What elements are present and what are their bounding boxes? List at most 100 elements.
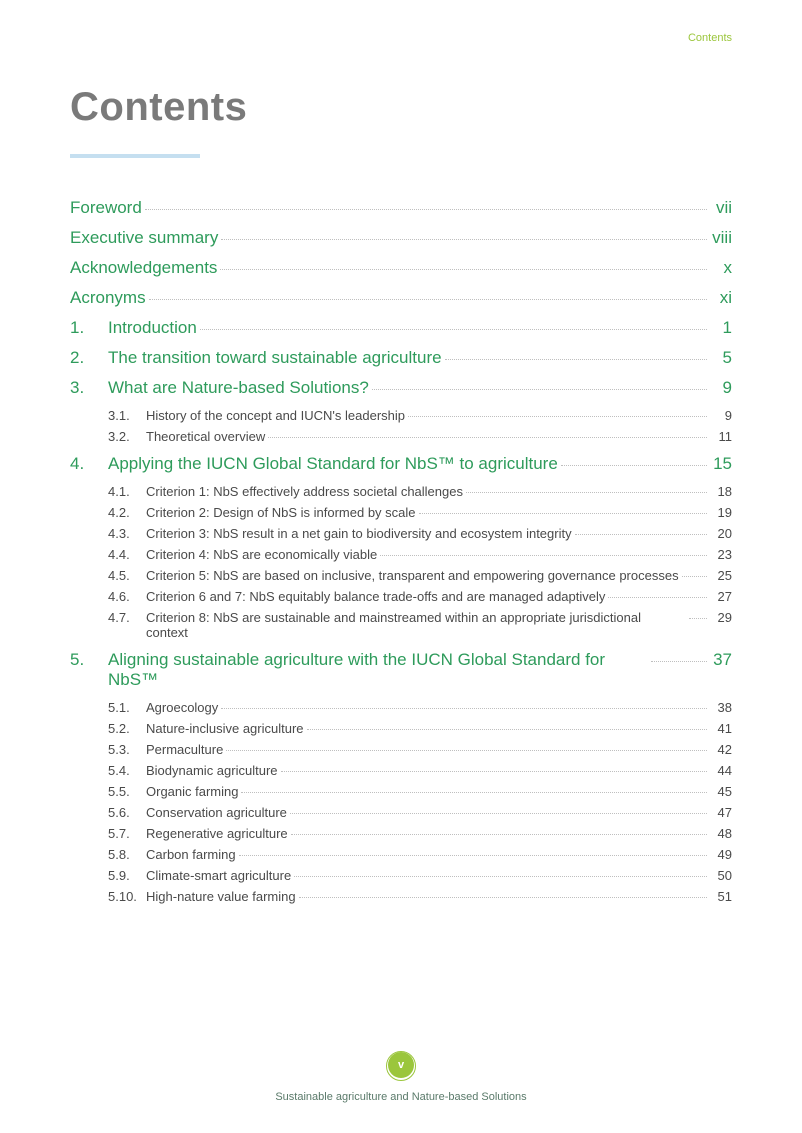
toc-label: Acronyms bbox=[70, 288, 146, 308]
toc-leader-dots bbox=[145, 209, 707, 210]
toc-row[interactable]: 5.6.Conservation agriculture 47 bbox=[70, 805, 732, 820]
toc-number: 5.3. bbox=[108, 742, 146, 757]
header-label: Contents bbox=[688, 32, 732, 44]
toc-leader-dots bbox=[651, 661, 707, 662]
toc-number: 5. bbox=[70, 650, 108, 670]
toc-page: 27 bbox=[710, 589, 732, 604]
toc-row[interactable]: 5.7.Regenerative agriculture48 bbox=[70, 826, 732, 841]
toc-row[interactable]: 5.4.Biodynamic agriculture44 bbox=[70, 763, 732, 778]
toc-row[interactable]: Acronyms xi bbox=[70, 288, 732, 308]
toc-leader-dots bbox=[307, 729, 707, 730]
toc-label: Applying the IUCN Global Standard for Nb… bbox=[108, 454, 558, 474]
toc-page: 47 bbox=[710, 805, 732, 820]
toc-leader-dots bbox=[689, 618, 707, 619]
toc-page: 25 bbox=[710, 568, 732, 583]
toc-row[interactable]: 4.1.Criterion 1: NbS effectively address… bbox=[70, 484, 732, 499]
toc-leader-dots bbox=[682, 576, 707, 577]
toc-page: 11 bbox=[710, 429, 732, 444]
toc-row[interactable]: 4.Applying the IUCN Global Standard for … bbox=[70, 454, 732, 474]
toc-number: 4.6. bbox=[108, 589, 146, 604]
toc-page: 18 bbox=[710, 484, 732, 499]
toc-row[interactable]: 2.The transition toward sustainable agri… bbox=[70, 348, 732, 368]
toc-leader-dots bbox=[380, 555, 707, 556]
toc-page: 29 bbox=[710, 610, 732, 625]
toc-leader-dots bbox=[608, 597, 707, 598]
page-number-roman: v bbox=[398, 1059, 404, 1071]
toc-number: 5.1. bbox=[108, 700, 146, 715]
toc-number: 4.4. bbox=[108, 547, 146, 562]
toc-label: History of the concept and IUCN's leader… bbox=[146, 408, 405, 423]
toc-leader-dots bbox=[221, 708, 707, 709]
toc-row[interactable]: 5.8.Carbon farming 49 bbox=[70, 847, 732, 862]
toc-number: 4.5. bbox=[108, 568, 146, 583]
toc-label: Biodynamic agriculture bbox=[146, 763, 278, 778]
toc-label: Introduction bbox=[108, 318, 197, 338]
toc-label: Acknowledgements bbox=[70, 258, 217, 278]
toc-row[interactable]: 1.Introduction1 bbox=[70, 318, 732, 338]
toc-number: 4.3. bbox=[108, 526, 146, 541]
toc-row[interactable]: 3.1.History of the concept and IUCN's le… bbox=[70, 408, 732, 423]
toc-page: 5 bbox=[710, 348, 732, 368]
toc-row[interactable]: Executive summary viii bbox=[70, 228, 732, 248]
toc-number: 5.4. bbox=[108, 763, 146, 778]
toc-label: Organic farming bbox=[146, 784, 238, 799]
toc-leader-dots bbox=[419, 513, 707, 514]
toc-label: The transition toward sustainable agricu… bbox=[108, 348, 442, 368]
toc-row[interactable]: 5.10.High-nature value farming51 bbox=[70, 889, 732, 904]
page-badge: v bbox=[386, 1051, 416, 1081]
toc-label: Conservation agriculture bbox=[146, 805, 287, 820]
toc-row[interactable]: Forewordvii bbox=[70, 198, 732, 218]
toc-row[interactable]: 4.7.Criterion 8: NbS are sustainable and… bbox=[70, 610, 732, 640]
toc-number: 5.6. bbox=[108, 805, 146, 820]
toc-number: 3. bbox=[70, 378, 108, 398]
badge-circle: v bbox=[388, 1052, 414, 1078]
toc-number: 2. bbox=[70, 348, 108, 368]
toc-number: 5.10. bbox=[108, 889, 146, 904]
page-footer: v Sustainable agriculture and Nature-bas… bbox=[0, 1051, 802, 1103]
toc-leader-dots bbox=[149, 299, 707, 300]
toc-row[interactable]: 4.4.Criterion 4: NbS are economically vi… bbox=[70, 547, 732, 562]
toc-row[interactable]: 4.3.Criterion 3: NbS result in a net gai… bbox=[70, 526, 732, 541]
toc-leader-dots bbox=[575, 534, 707, 535]
toc-leader-dots bbox=[281, 771, 707, 772]
toc-leader-dots bbox=[221, 239, 707, 240]
toc-label: Carbon farming bbox=[146, 847, 236, 862]
toc-page: 9 bbox=[710, 378, 732, 398]
toc-leader-dots bbox=[268, 437, 707, 438]
toc-page: 23 bbox=[710, 547, 732, 562]
toc-leader-dots bbox=[294, 876, 707, 877]
toc-page: 38 bbox=[710, 700, 732, 715]
toc-number: 5.5. bbox=[108, 784, 146, 799]
toc-label: What are Nature-based Solutions? bbox=[108, 378, 369, 398]
toc-label: Criterion 6 and 7: NbS equitably balance… bbox=[146, 589, 605, 604]
toc-row[interactable]: 5.9.Climate-smart agriculture50 bbox=[70, 868, 732, 883]
toc-page: 41 bbox=[710, 721, 732, 736]
toc-page: 49 bbox=[710, 847, 732, 862]
toc-page: 1 bbox=[710, 318, 732, 338]
toc-leader-dots bbox=[372, 389, 707, 390]
toc-leader-dots bbox=[291, 834, 707, 835]
toc-page: vii bbox=[710, 198, 732, 218]
toc-page: 45 bbox=[710, 784, 732, 799]
toc-page: x bbox=[710, 258, 732, 278]
toc-number: 5.8. bbox=[108, 847, 146, 862]
toc-row[interactable]: 4.6.Criterion 6 and 7: NbS equitably bal… bbox=[70, 589, 732, 604]
toc-row[interactable]: 3.What are Nature-based Solutions? 9 bbox=[70, 378, 732, 398]
toc-row[interactable]: 4.2.Criterion 2: Design of NbS is inform… bbox=[70, 505, 732, 520]
toc-label: Criterion 2: Design of NbS is informed b… bbox=[146, 505, 416, 520]
toc-label: High-nature value farming bbox=[146, 889, 296, 904]
toc-row[interactable]: 5.Aligning sustainable agriculture with … bbox=[70, 650, 732, 690]
toc-number: 5.7. bbox=[108, 826, 146, 841]
toc-label: Executive summary bbox=[70, 228, 218, 248]
toc-row[interactable]: Acknowledgements x bbox=[70, 258, 732, 278]
toc-row[interactable]: 4.5.Criterion 5: NbS are based on inclus… bbox=[70, 568, 732, 583]
toc-page: viii bbox=[710, 228, 732, 248]
toc-row[interactable]: 5.2.Nature-inclusive agriculture41 bbox=[70, 721, 732, 736]
toc-row[interactable]: 5.5.Organic farming 45 bbox=[70, 784, 732, 799]
toc-page: xi bbox=[710, 288, 732, 308]
toc-row[interactable]: 5.1.Agroecology38 bbox=[70, 700, 732, 715]
toc-label: Permaculture bbox=[146, 742, 223, 757]
toc-row[interactable]: 3.2.Theoretical overview11 bbox=[70, 429, 732, 444]
toc-leader-dots bbox=[408, 416, 707, 417]
toc-row[interactable]: 5.3.Permaculture42 bbox=[70, 742, 732, 757]
